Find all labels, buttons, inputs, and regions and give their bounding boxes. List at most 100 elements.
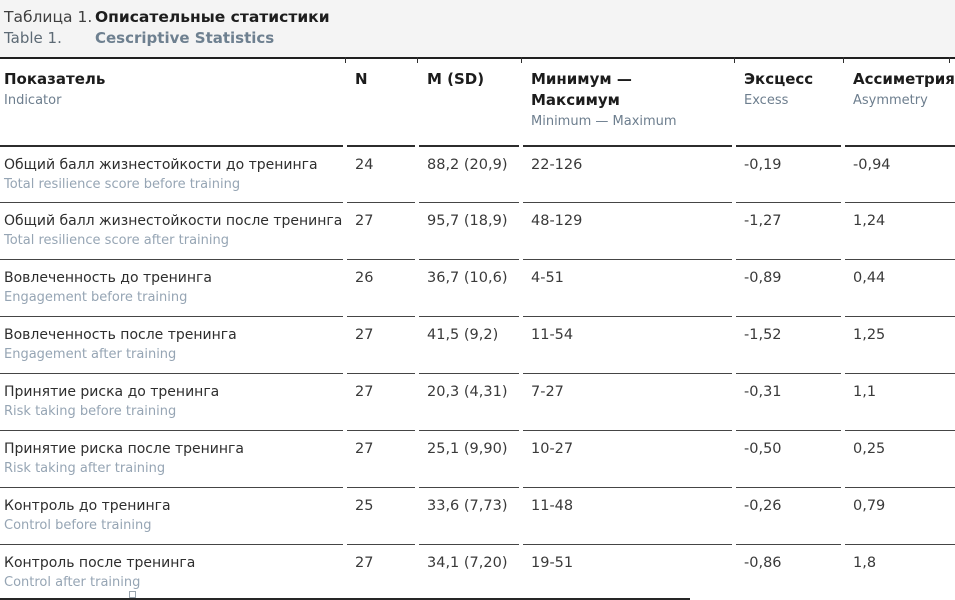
m-sd-value: 88,2 (20,9) [427, 157, 508, 173]
statistics-table: Показатель Indicator N M (SD) Минимум — … [0, 59, 955, 600]
min-max-cell: 11-54 [523, 316, 732, 373]
n-cell: 26 [347, 259, 415, 316]
column-boundary-tick [521, 57, 522, 63]
m-sd-value: 20,3 (4,31) [427, 384, 508, 400]
indicator-cell: Контроль до тренинга Control before trai… [0, 487, 343, 544]
min-max-cell: 10-27 [523, 430, 732, 487]
indicator-en: Risk taking after training [4, 461, 166, 476]
indicator-ru: Контроль после тренинга [4, 555, 196, 571]
indicator-ru: Общий балл жизнестойкости после тренинга [4, 213, 343, 229]
header-indicator-en: Indicator [4, 93, 62, 108]
n-value: 27 [355, 213, 374, 229]
header-min-max-ru: Минимум — Максимум [531, 70, 632, 109]
m-sd-value: 33,6 (7,73) [427, 498, 508, 514]
indicator-en: Control after training [4, 575, 141, 590]
excess-value: -1,27 [744, 213, 782, 229]
header-excess: Эксцесс Excess [736, 59, 841, 145]
header-m-sd-label: M (SD) [427, 70, 485, 88]
indicator-en: Control before training [4, 518, 152, 533]
m-sd-value: 25,1 (9,90) [427, 441, 508, 457]
header-n-label: N [355, 70, 368, 88]
min-max-cell: 22-126 [523, 145, 732, 202]
m-sd-cell: 20,3 (4,31) [419, 373, 519, 430]
n-value: 27 [355, 441, 374, 457]
excess-cell: -0,31 [736, 373, 841, 430]
excess-value: -0,50 [744, 441, 782, 457]
column-boundary-tick [417, 57, 418, 63]
header-m-sd: M (SD) [419, 59, 519, 145]
partial-bottom-rule [0, 598, 690, 600]
asymmetry-cell: 0,25 [845, 430, 955, 487]
excess-value: -0,31 [744, 384, 782, 400]
asymmetry-cell: 1,1 [845, 373, 955, 430]
indicator-ru: Контроль до тренинга [4, 498, 171, 514]
caption-label-en: Table 1. [4, 29, 62, 47]
caption-title-en: Cescriptive Statistics [95, 29, 275, 47]
m-sd-cell: 95,7 (18,9) [419, 202, 519, 259]
min-max-value: 48-129 [531, 213, 583, 229]
m-sd-value: 95,7 (18,9) [427, 213, 508, 229]
header-indicator-ru: Показатель [4, 70, 106, 88]
min-max-value: 11-54 [531, 327, 574, 343]
excess-value: -0,86 [744, 555, 782, 571]
indicator-cell: Контроль после тренинга Control after tr… [0, 544, 343, 600]
min-max-value: 19-51 [531, 555, 574, 571]
n-value: 24 [355, 157, 374, 173]
table-row: Принятие риска до тренинга Risk taking b… [0, 373, 955, 430]
header-min-max: Минимум — Максимум Minimum — Maximum [523, 59, 732, 145]
m-sd-value: 41,5 (9,2) [427, 327, 499, 343]
n-cell: 27 [347, 202, 415, 259]
asymmetry-value: 1,8 [853, 555, 877, 571]
indicator-cell: Принятие риска после тренинга Risk takin… [0, 430, 343, 487]
n-value: 25 [355, 498, 374, 514]
excess-value: -0,26 [744, 498, 782, 514]
caption-grid: Таблица 1. Описательные статистики Table… [0, 0, 955, 49]
asymmetry-cell: 1,25 [845, 316, 955, 373]
table-row: Контроль до тренинга Control before trai… [0, 487, 955, 544]
n-cell: 27 [347, 316, 415, 373]
table-body: Общий балл жизнестойкости до тренинга To… [0, 145, 955, 600]
table-header-row: Показатель Indicator N M (SD) Минимум — … [0, 59, 955, 145]
asymmetry-cell: -0,94 [845, 145, 955, 202]
min-max-value: 7-27 [531, 384, 564, 400]
table-row: Общий балл жизнестойкости после тренинга… [0, 202, 955, 259]
placeholder-square-artifact [129, 591, 136, 598]
min-max-value: 10-27 [531, 441, 574, 457]
column-boundary-tick [734, 57, 735, 63]
asymmetry-cell: 1,24 [845, 202, 955, 259]
m-sd-cell: 88,2 (20,9) [419, 145, 519, 202]
excess-cell: -1,52 [736, 316, 841, 373]
indicator-ru: Вовлеченность до тренинга [4, 270, 212, 286]
asymmetry-value: -0,94 [853, 157, 891, 173]
indicator-cell: Общий балл жизнестойкости до тренинга To… [0, 145, 343, 202]
min-max-cell: 48-129 [523, 202, 732, 259]
n-cell: 27 [347, 544, 415, 600]
asymmetry-value: 0,44 [853, 270, 886, 286]
asymmetry-cell: 0,79 [845, 487, 955, 544]
asymmetry-value: 1,1 [853, 384, 877, 400]
header-n: N [347, 59, 415, 145]
indicator-en: Engagement after training [4, 347, 177, 362]
table-caption: Таблица 1. Описательные статистики Table… [0, 0, 955, 59]
excess-cell: -0,19 [736, 145, 841, 202]
min-max-cell: 11-48 [523, 487, 732, 544]
min-max-cell: 19-51 [523, 544, 732, 600]
excess-cell: -1,27 [736, 202, 841, 259]
n-value: 26 [355, 270, 374, 286]
caption-label-ru: Таблица 1. [4, 8, 93, 26]
n-value: 27 [355, 555, 374, 571]
excess-cell: -0,50 [736, 430, 841, 487]
min-max-value: 11-48 [531, 498, 574, 514]
asymmetry-value: 1,25 [853, 327, 886, 343]
asymmetry-value: 1,24 [853, 213, 886, 229]
excess-cell: -0,89 [736, 259, 841, 316]
table-row: Вовлеченность после тренинга Engagement … [0, 316, 955, 373]
m-sd-cell: 33,6 (7,73) [419, 487, 519, 544]
indicator-en: Total resilience score before training [4, 177, 241, 192]
caption-title-ru: Описательные статистики [95, 8, 330, 26]
indicator-cell: Принятие риска до тренинга Risk taking b… [0, 373, 343, 430]
header-asymmetry: Ассиметрия Asymmetry [845, 59, 955, 145]
asymmetry-value: 0,25 [853, 441, 886, 457]
m-sd-cell: 34,1 (7,20) [419, 544, 519, 600]
table-row: Принятие риска после тренинга Risk takin… [0, 430, 955, 487]
